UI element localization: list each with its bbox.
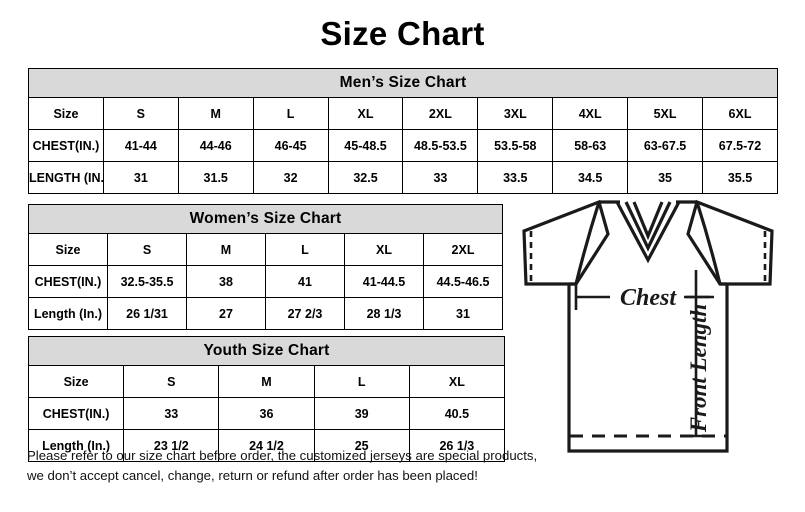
mens-length-xl: 32.5 — [327, 161, 404, 194]
womens-length-xl: 28 1/3 — [344, 297, 424, 330]
table-row: Size S M L XL 2XL — [28, 233, 503, 266]
right-armhole-seam — [695, 201, 722, 285]
youth-size-chart-table: Youth Size Chart Size S M L XL CHEST(IN.… — [27, 336, 506, 462]
mens-chest-4xl: 58-63 — [552, 129, 629, 162]
table-row: CHEST(IN.) 32.5-35.5 38 41 41-44.5 44.5-… — [28, 265, 503, 298]
table-row: LENGTH (IN.) 31 31.5 32 32.5 33 33.5 34.… — [28, 161, 778, 194]
youth-chest-xl: 40.5 — [408, 397, 506, 430]
youth-length-l: 25 — [313, 429, 410, 462]
left-armhole-seam — [574, 201, 601, 285]
mens-length-3xl: 33.5 — [477, 161, 554, 194]
mens-length-s: 31 — [102, 161, 179, 194]
womens-header-m: M — [186, 233, 266, 266]
table-row: Length (In.) 23 1/2 24 1/2 25 26 1/3 — [27, 429, 506, 462]
womens-length-s: 26 1/31 — [107, 297, 187, 330]
mens-chest-5xl: 63-67.5 — [627, 129, 704, 162]
mens-header-l: L — [252, 97, 329, 130]
mens-chest-s: 41-44 — [102, 129, 179, 162]
youth-chest-m: 36 — [218, 397, 315, 430]
womens-header-xl: XL — [344, 233, 424, 266]
womens-chest-label: CHEST(IN.) — [28, 265, 108, 298]
mens-header-xl: XL — [327, 97, 404, 130]
womens-length-m: 27 — [186, 297, 266, 330]
mens-length-5xl: 35 — [627, 161, 704, 194]
table-row: CHEST(IN.) 41-44 44-46 46-45 45-48.5 48.… — [28, 129, 778, 162]
mens-header-5xl: 5XL — [627, 97, 704, 130]
youth-header-s: S — [123, 365, 220, 398]
youth-length-xl: 26 1/3 — [408, 429, 506, 462]
youth-header-m: M — [218, 365, 315, 398]
mens-header-size: Size — [28, 97, 104, 130]
mens-header-s: S — [102, 97, 179, 130]
vneck-collar-middle — [624, 201, 672, 252]
mens-table-caption: Men’s Size Chart — [28, 68, 778, 98]
youth-length-label: Length (In.) — [27, 429, 125, 462]
chest-measurement-label: Chest — [620, 285, 677, 311]
mens-chest-label: CHEST(IN.) — [28, 129, 104, 162]
t-shirt-measurement-diagram: Chest Front Length — [498, 198, 798, 493]
mens-chest-6xl: 67.5-72 — [702, 129, 778, 162]
womens-chest-s: 32.5-35.5 — [107, 265, 187, 298]
table-row: Size S M L XL 2XL 3XL 4XL 5XL 6XL — [28, 97, 778, 130]
vneck-collar-inner — [632, 201, 664, 241]
womens-length-label: Length (In.) — [28, 297, 108, 330]
womens-header-l: L — [265, 233, 345, 266]
mens-chest-m: 44-46 — [177, 129, 254, 162]
front-length-measurement-label: Front Length — [686, 304, 711, 433]
mens-header-6xl: 6XL — [702, 97, 778, 130]
mens-chest-l: 46-45 — [252, 129, 329, 162]
womens-header-size: Size — [28, 233, 108, 266]
youth-table-caption: Youth Size Chart — [28, 336, 505, 366]
mens-length-4xl: 34.5 — [552, 161, 629, 194]
mens-length-6xl: 35.5 — [702, 161, 778, 194]
mens-header-4xl: 4XL — [552, 97, 629, 130]
youth-chest-label: CHEST(IN.) — [27, 397, 125, 430]
youth-chest-s: 33 — [123, 397, 220, 430]
mens-header-3xl: 3XL — [477, 97, 554, 130]
youth-header-l: L — [313, 365, 410, 398]
disclaimer-text: Please refer to our size chart before or… — [27, 446, 538, 486]
mens-chest-2xl: 48.5-53.5 — [402, 129, 479, 162]
mens-length-2xl: 33 — [402, 161, 479, 194]
womens-size-chart-table: Women’s Size Chart Size S M L XL 2XL CHE… — [28, 204, 503, 330]
mens-header-2xl: 2XL — [402, 97, 479, 130]
mens-chest-3xl: 53.5-58 — [477, 129, 554, 162]
table-caption-row: Women’s Size Chart — [28, 204, 503, 234]
mens-length-l: 32 — [252, 161, 329, 194]
youth-header-size: Size — [27, 365, 125, 398]
womens-chest-m: 38 — [186, 265, 266, 298]
mens-length-label: LENGTH (IN.) — [28, 161, 104, 194]
mens-chest-xl: 45-48.5 — [327, 129, 404, 162]
womens-header-2xl: 2XL — [423, 233, 503, 266]
table-row: CHEST(IN.) 33 36 39 40.5 — [27, 397, 506, 430]
table-caption-row: Youth Size Chart — [28, 336, 505, 366]
table-row: Size S M L XL — [27, 365, 506, 398]
mens-header-m: M — [177, 97, 254, 130]
womens-chest-xl: 41-44.5 — [344, 265, 424, 298]
womens-length-2xl: 31 — [423, 297, 503, 330]
vneck-collar-outer — [615, 201, 681, 264]
youth-length-s: 23 1/2 — [123, 429, 220, 462]
youth-header-xl: XL — [408, 365, 506, 398]
shirt-body-outline — [567, 284, 729, 453]
mens-size-chart-table: Men’s Size Chart Size S M L XL 2XL 3XL 4… — [28, 68, 778, 194]
table-row: Length (In.) 26 1/31 27 27 2/3 28 1/3 31 — [28, 297, 503, 330]
page-title: Size Chart — [320, 15, 485, 52]
right-sleeve-outline — [686, 199, 774, 286]
womens-chest-2xl: 44.5-46.5 — [423, 265, 503, 298]
disclaimer-line-1: Please refer to our size chart before or… — [27, 448, 538, 463]
disclaimer-line-2: we don’t accept cancel, change, return o… — [27, 468, 478, 483]
mens-length-m: 31.5 — [177, 161, 254, 194]
youth-chest-l: 39 — [313, 397, 410, 430]
womens-table-caption: Women’s Size Chart — [28, 204, 503, 234]
womens-header-s: S — [107, 233, 187, 266]
left-sleeve-outline — [522, 199, 610, 286]
womens-length-l: 27 2/3 — [265, 297, 345, 330]
womens-chest-l: 41 — [265, 265, 345, 298]
table-caption-row: Men’s Size Chart — [28, 68, 778, 98]
